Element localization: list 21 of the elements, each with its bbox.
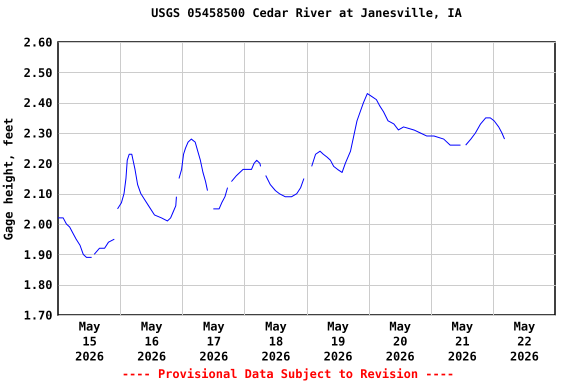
x-tick-label: May 17 2026: [199, 320, 228, 364]
y-tick-label: 2.10: [24, 187, 52, 202]
y-tick-label: 2.20: [24, 156, 52, 171]
revision-note: ---- Provisional Data Subject to Revision ----: [120, 367, 456, 381]
y-tick-label: 2.60: [24, 36, 52, 50]
x-tick-label: May 18 2026: [261, 320, 290, 364]
x-tick-label: May 20 2026: [386, 320, 415, 364]
x-tick-label: May 19 2026: [324, 320, 353, 364]
y-tick-label: 1.80: [24, 278, 52, 292]
y-axis-title: Gage height, feet: [2, 118, 16, 240]
y-tick-label: 2.30: [24, 126, 52, 140]
y-tick-label: 1.90: [24, 248, 52, 262]
x-tick-label: May 21 2026: [448, 320, 477, 364]
y-tick-label: 2.00: [24, 218, 52, 232]
chart-title: USGS 05458500 Cedar River at Janesville, IA: [151, 6, 463, 20]
x-tick-label: May 22 2026: [510, 320, 539, 364]
x-tick-label: May 15 2026: [75, 320, 104, 364]
y-tick-label: 1.70: [24, 308, 52, 322]
x-tick-label: May 16 2026: [137, 320, 166, 364]
y-tick-label: 2.40: [24, 96, 52, 110]
y-tick-label: 2.50: [24, 66, 52, 80]
